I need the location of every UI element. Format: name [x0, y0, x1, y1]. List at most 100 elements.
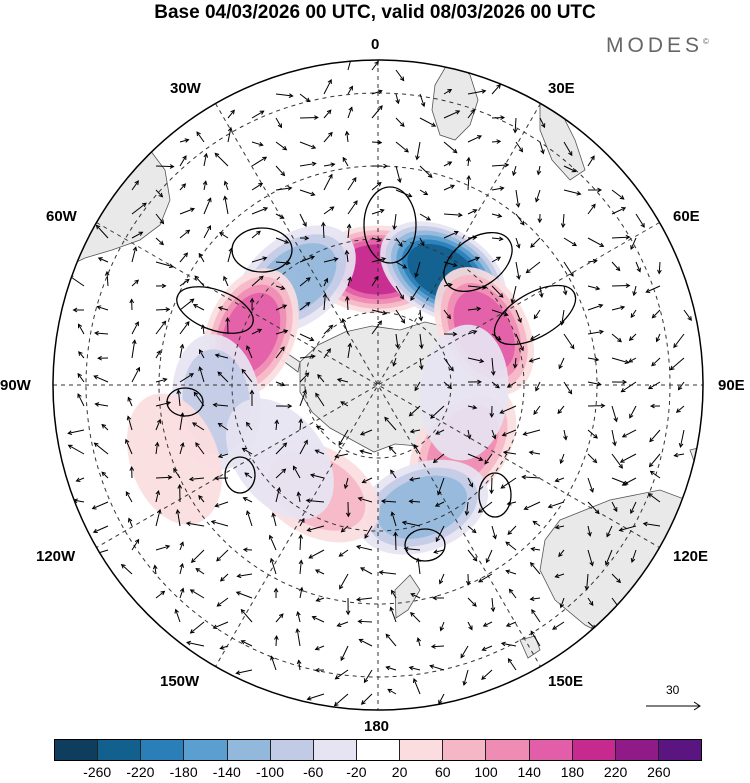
wind-arrow	[299, 277, 311, 287]
wind-arrow	[478, 573, 493, 583]
wind-arrow	[189, 589, 205, 599]
wind-arrow	[443, 357, 454, 372]
wind-arrow	[529, 561, 541, 575]
wind-arrow	[467, 256, 480, 263]
wind-arrow	[395, 261, 408, 269]
wind-arrow	[489, 477, 494, 495]
wind-arrow	[587, 303, 604, 311]
wind-arrow	[409, 428, 421, 434]
wind-arrow	[535, 381, 541, 392]
contour	[404, 528, 446, 562]
wind-arrow	[491, 525, 497, 540]
wind-arrow	[131, 339, 137, 359]
colorbar-tick-label: -180	[169, 764, 198, 780]
polar-map	[52, 59, 704, 711]
wind-arrow	[529, 596, 541, 602]
wind-arrow	[72, 307, 85, 313]
wind-arrow	[371, 275, 379, 287]
wind-arrow	[467, 306, 482, 312]
wind-arrow	[199, 349, 205, 359]
wind-arrow	[219, 573, 229, 582]
wind-arrow	[587, 258, 598, 264]
wind-arrow	[371, 60, 379, 71]
wind-arrow	[505, 541, 517, 551]
wind-arrow	[345, 295, 350, 311]
contour	[478, 472, 512, 518]
wind-arrow	[491, 115, 506, 120]
colorbar-swatch	[615, 740, 659, 760]
colorbar-swatch	[313, 740, 357, 760]
wind-arrow	[611, 477, 629, 486]
wind-arrow	[314, 569, 325, 575]
wind-arrow	[179, 373, 194, 383]
wind-arrow	[401, 520, 421, 527]
wind-arrow	[587, 525, 592, 537]
wind-arrow	[214, 475, 229, 481]
wind-arrow	[630, 237, 637, 251]
wind-arrow	[214, 501, 229, 508]
wind-arrow	[75, 477, 85, 483]
wind-arrow	[464, 501, 470, 516]
wind-arrow	[340, 645, 349, 662]
wind-arrow	[563, 237, 577, 247]
wind-arrow	[299, 301, 311, 311]
wind-arrow	[361, 477, 373, 484]
wind-arrow	[429, 664, 445, 671]
colorbar-tick-label: 220	[603, 764, 628, 780]
brand-text: MODES	[606, 34, 704, 57]
wind-arrow	[650, 403, 661, 409]
wind-arrow	[67, 429, 85, 436]
wind-arrow	[371, 89, 383, 95]
wind-arrow	[155, 418, 162, 431]
wind-arrow	[235, 591, 253, 599]
wind-arrow	[336, 621, 349, 627]
wind-arrow	[649, 470, 661, 479]
wind-arrow	[438, 573, 445, 585]
wind-arrow	[155, 508, 162, 527]
wind-arrow	[648, 453, 661, 468]
colorbar-swatch	[98, 740, 142, 760]
wind-arrow	[443, 161, 453, 167]
wind-arrow	[240, 640, 253, 647]
wind-arrow	[242, 547, 253, 553]
wind-arrow	[198, 366, 205, 383]
wind-arrow	[392, 213, 397, 231]
wind-arrow	[528, 357, 541, 363]
wind-arrow	[512, 165, 517, 177]
wind-arrow	[275, 237, 290, 244]
wind-arrow	[299, 141, 317, 149]
wind-arrow	[563, 141, 573, 157]
colorbar-tick-label: -260	[83, 764, 112, 780]
wind-arrow	[155, 164, 175, 169]
wind-arrow	[179, 252, 189, 263]
wind-arrow	[345, 501, 351, 518]
wind-arrow	[499, 405, 517, 414]
wind-arrow	[630, 549, 637, 563]
wind-arrow	[385, 633, 397, 647]
wind-arrow	[587, 203, 596, 215]
wind-arrow	[360, 693, 373, 705]
wind-arrow	[491, 309, 509, 317]
wind-arrow	[587, 549, 594, 567]
wind-arrow	[363, 669, 373, 684]
wind-arrow	[371, 257, 387, 263]
wind-arrow	[347, 60, 354, 71]
wind-arrow	[489, 405, 495, 418]
wind-arrow	[295, 627, 301, 647]
wind-arrow	[155, 489, 161, 503]
wind-arrow	[558, 357, 565, 370]
wind-arrow	[537, 213, 543, 224]
wind-arrow	[587, 329, 605, 335]
wind-arrow	[466, 156, 471, 167]
wind-arrow	[530, 333, 541, 340]
lon-label-150e: 150E	[548, 673, 584, 690]
negative-anomaly	[226, 398, 334, 520]
wind-arrow	[67, 444, 85, 455]
wind-arrow	[419, 165, 433, 178]
wind-arrow	[628, 357, 637, 363]
wind-arrow	[275, 141, 288, 151]
lon-label-30w: 30W	[170, 80, 201, 97]
wind-arrow	[323, 206, 335, 215]
wind-arrow	[190, 549, 205, 563]
wind-arrow	[563, 333, 575, 350]
